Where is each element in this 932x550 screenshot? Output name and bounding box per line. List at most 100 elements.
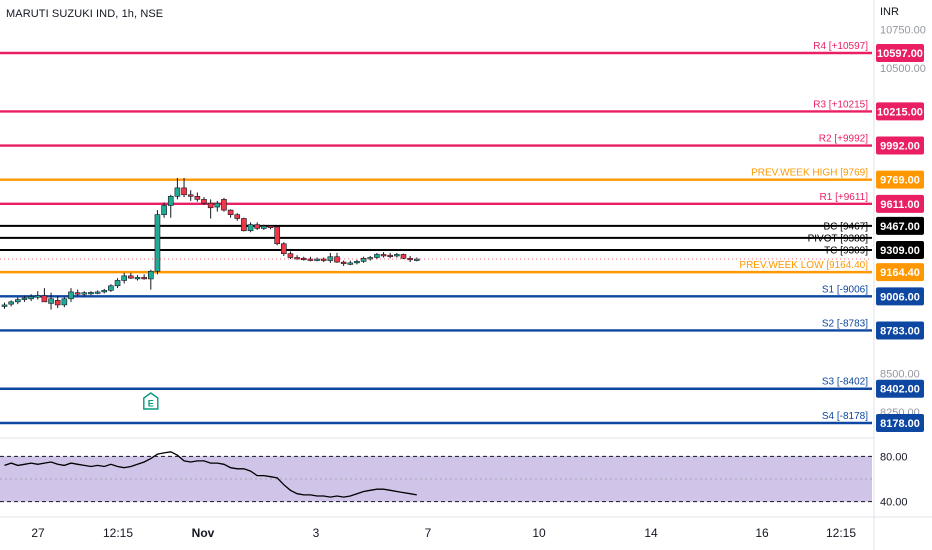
earnings-marker-icon[interactable]: E [143,392,159,410]
candle-body[interactable] [134,277,141,280]
price-badge [876,136,924,155]
price-badge [876,216,924,235]
candle-body[interactable] [81,292,88,295]
rsi-tick-label: 40.00 [880,497,908,509]
time-axis-ticks: 27 12:15 Nov 3 7 10 14 16 12:15 [31,526,856,540]
price-badge [876,44,924,62]
candle-body[interactable] [15,299,21,303]
candle-body[interactable] [194,196,201,200]
time-tick-label: 3 [313,526,320,540]
price-badge [876,263,924,282]
candle-body[interactable] [234,214,241,219]
candle-body[interactable] [74,292,81,295]
candle-body[interactable] [400,254,407,259]
candle-body[interactable] [114,280,121,287]
time-tick-label: 27 [31,526,45,540]
candle-body[interactable] [340,261,347,264]
level-label: R4 [+10597] [813,41,868,52]
candle-body[interactable] [241,218,247,232]
candle-body[interactable] [68,291,74,300]
candle-body[interactable] [187,194,194,197]
price-badge-label: 9006.00 [880,291,920,303]
time-tick-label: 12:15 [103,526,133,540]
candle-body[interactable] [181,187,187,196]
candle-body[interactable] [354,261,360,264]
candle-body[interactable] [108,285,114,291]
candle-body[interactable] [21,297,28,300]
candle-body[interactable] [207,202,214,209]
level-label: BC [9467] [824,221,869,232]
level-label: PIVOT [9388] [808,233,869,244]
candle-body[interactable] [360,257,367,262]
candle-body[interactable] [34,295,41,298]
candles [1,177,420,310]
candle-body[interactable] [374,254,380,258]
candle-body[interactable] [54,300,61,306]
price-badge [876,241,924,260]
candle-body[interactable] [261,225,267,229]
candle-body[interactable] [394,254,400,257]
level-label: S4 [-8178] [822,411,868,422]
level-lines: R4 [+10597] 10597.00 R3 [+10215] 10215.00 R2… [0,41,924,432]
price-badge-label: 10597.00 [877,48,923,60]
candle-body[interactable] [367,257,374,260]
level-label: S2 [-8783] [822,318,868,329]
candle-body[interactable] [128,275,134,279]
price-badge [876,287,924,306]
price-badge [876,170,924,189]
candle-body[interactable] [334,256,340,263]
candle-body[interactable] [314,258,320,261]
candle-body[interactable] [320,258,327,261]
price-badge-label: 9769.00 [880,175,920,187]
time-tick-label: 16 [755,526,769,540]
candle-body[interactable] [101,290,108,293]
candle-body[interactable] [221,199,227,211]
candle-body[interactable] [41,295,48,303]
time-tick-label: 14 [644,526,658,540]
time-tick-label: 7 [425,526,432,540]
candle-body[interactable] [300,257,307,261]
candle-body[interactable] [121,275,127,281]
candle-body[interactable] [294,257,300,260]
candle-body[interactable] [61,298,68,306]
candle-body[interactable] [387,254,394,258]
price-badge-label: 8402.00 [880,384,920,396]
rsi-line[interactable] [4,451,417,498]
candle-body[interactable] [161,205,167,215]
candle-body[interactable] [280,243,287,254]
candle-body[interactable] [167,196,174,206]
candle-body[interactable] [201,199,207,204]
level-label: R3 [+10215] [813,99,868,110]
candle-body[interactable] [227,209,234,215]
candle-body[interactable] [154,214,161,272]
earnings-marker-label: E [148,399,154,409]
time-tick-label: 10 [532,526,546,540]
candle-body[interactable] [214,202,221,208]
candle-body[interactable] [141,277,147,280]
rsi-tick-label: 80.00 [880,451,908,463]
candle-body[interactable] [287,253,294,258]
price-badge-label: 9992.00 [880,141,920,153]
candle-body[interactable] [88,292,94,295]
price-badge-label: 9467.00 [880,221,920,233]
candle-body[interactable] [1,304,8,307]
price-tick-label: 10500.00 [880,63,926,75]
candle-body[interactable] [274,226,280,245]
price-tick-label: 8500.00 [880,369,920,381]
candle-body[interactable] [28,296,34,300]
candle-body[interactable] [94,291,101,294]
candle-body[interactable] [380,254,387,257]
candle-body[interactable] [48,298,54,304]
candle-body[interactable] [8,301,14,305]
price-badge-label: 9611.00 [880,199,919,211]
candle-body[interactable] [247,224,254,232]
candle-body[interactable] [347,262,354,265]
symbol-title: MARUTI SUZUKI IND, 1h, NSE [6,8,164,20]
level-label: S1 [-9006] [822,284,868,295]
candle-body[interactable] [148,270,154,280]
candle-body[interactable] [267,225,274,228]
candle-body[interactable] [307,258,314,261]
candle-body[interactable] [174,187,181,197]
candle-body[interactable] [254,224,260,229]
